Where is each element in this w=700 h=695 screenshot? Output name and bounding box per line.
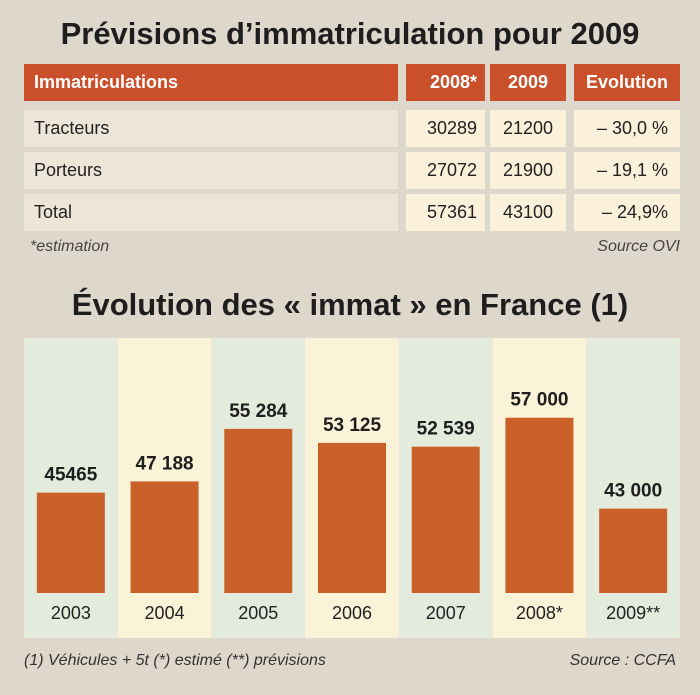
bar-value-label: 57 000	[510, 390, 568, 411]
table-note-estimation: *estimation	[30, 238, 110, 255]
row-label: Total	[24, 194, 398, 231]
category-label: 2009**	[606, 603, 660, 623]
header-2009: 2009	[490, 64, 566, 101]
bar-value-label: 47 188	[136, 453, 194, 474]
chart-source: Source : CCFA	[569, 652, 676, 669]
chart-footnote: (1) Véhicules + 5t (*) estimé (**) prévi…	[24, 652, 326, 669]
chart-title: Évolution des « immat » en France (1)	[71, 287, 629, 322]
row-label: Tracteurs	[24, 110, 398, 147]
row-value-2009: 21900	[490, 152, 566, 189]
bar-value-label: 52 539	[417, 419, 475, 440]
row-value-2008: 27072	[406, 152, 485, 189]
row-value-2009: 43100	[490, 194, 566, 231]
category-label: 2008*	[516, 603, 563, 623]
bar-2003	[36, 492, 105, 593]
category-label: 2004	[145, 603, 185, 623]
row-label: Porteurs	[24, 152, 398, 189]
category-label: 2006	[332, 603, 372, 623]
bar-2008	[505, 417, 574, 593]
bar-2009	[599, 508, 668, 593]
category-label: 2007	[426, 603, 466, 623]
header-immatriculations: Immatriculations	[24, 64, 398, 101]
bar-value-label: 45465	[44, 465, 97, 486]
bar-2007	[411, 446, 480, 593]
row-evolution: – 30,0 %	[574, 110, 680, 147]
category-label: 2003	[51, 603, 91, 623]
bar-value-label: 43 000	[604, 481, 662, 502]
row-evolution: – 19,1 %	[574, 152, 680, 189]
header-2008: 2008*	[406, 64, 485, 101]
row-value-2008: 57361	[406, 194, 485, 231]
row-value-2009: 21200	[490, 110, 566, 147]
bar-2005	[224, 428, 293, 593]
row-value-2008: 30289	[406, 110, 485, 147]
table-source: Source OVI	[597, 238, 680, 255]
bar-2004	[130, 481, 199, 593]
bar-value-label: 55 284	[229, 401, 288, 422]
row-evolution: – 24,9%	[574, 194, 680, 231]
bar-2006	[318, 442, 386, 593]
table-title: Prévisions d’immatriculation pour 2009	[60, 16, 640, 51]
registrations-bar-chart: 45465 2003 47 188 2004 55 284 2005 53 125 2006 5…	[24, 338, 680, 638]
bar-value-label: 53 125	[323, 415, 382, 436]
category-label: 2005	[238, 603, 278, 623]
header-evolution: Evolution	[574, 64, 680, 101]
